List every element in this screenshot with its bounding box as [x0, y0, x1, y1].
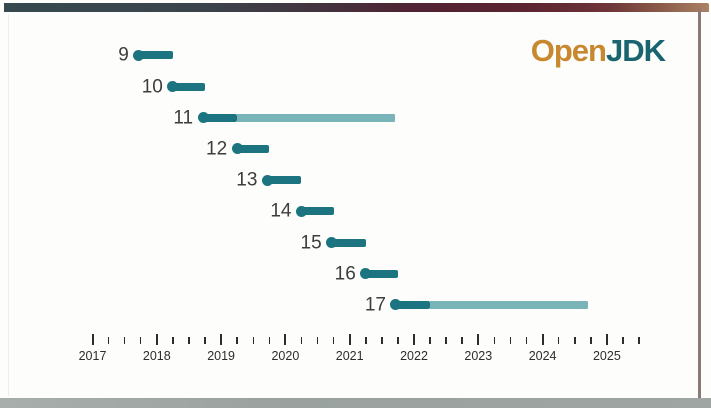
- axis-tick-major: [541, 334, 544, 345]
- active-support-bar: [303, 207, 334, 216]
- release-dot: [133, 49, 145, 61]
- axis-tick-minor: [123, 337, 126, 344]
- extended-support-bar: [237, 113, 395, 122]
- version-label: 16: [334, 263, 356, 285]
- axis-tick-major: [220, 334, 223, 345]
- axis-tick-minor: [188, 337, 190, 344]
- active-support-bar: [140, 51, 173, 60]
- axis-tick-minor: [445, 337, 447, 344]
- axis-tick-minor: [332, 337, 335, 344]
- version-label: 10: [141, 76, 163, 97]
- version-label: 13: [236, 169, 258, 191]
- axis-tick-major: [605, 334, 608, 345]
- axis-tick-major: [477, 334, 480, 345]
- active-support-bar: [269, 176, 302, 185]
- axis-year-label: 2021: [335, 349, 364, 363]
- axis-tick-minor: [252, 337, 254, 344]
- release-dot: [295, 205, 307, 217]
- axis-tick-minor: [365, 337, 367, 344]
- axis-year-label: 2017: [78, 349, 107, 363]
- axis-year-label: 2019: [207, 349, 235, 363]
- active-support-bar: [397, 300, 431, 309]
- active-support-bar: [205, 113, 238, 122]
- frame-right-border: [698, 9, 701, 399]
- axis-year-label: 2025: [592, 349, 621, 363]
- axis-tick-minor: [525, 337, 528, 344]
- release-dot: [261, 174, 273, 186]
- axis-tick-major: [413, 334, 415, 345]
- frame-top-border: [4, 3, 709, 12]
- axis-tick-minor: [236, 337, 238, 344]
- frame-bottom-border: [0, 398, 711, 408]
- axis-tick-minor: [622, 337, 624, 344]
- axis-year-label: 2020: [271, 349, 300, 363]
- active-support-bar: [174, 82, 206, 91]
- release-dot: [326, 237, 338, 248]
- axis-tick-major: [91, 334, 94, 345]
- axis-tick-minor: [493, 337, 496, 344]
- axis-tick-minor: [638, 337, 640, 344]
- axis-tick-major: [348, 334, 351, 345]
- version-label: 11: [173, 107, 194, 129]
- axis-tick-minor: [300, 337, 303, 344]
- axis-tick-minor: [316, 337, 319, 344]
- version-label: 14: [270, 200, 292, 222]
- extended-support-bar: [430, 300, 588, 309]
- active-support-bar: [239, 144, 270, 153]
- openjdk-logo-jdk-text: JDK: [605, 33, 666, 68]
- axis-tick-minor: [557, 337, 560, 344]
- slide-left-edge: [8, 14, 9, 396]
- axis-tick-minor: [172, 337, 174, 344]
- axis-tick-major: [284, 334, 287, 345]
- release-dot: [360, 268, 372, 280]
- axis-tick-minor: [429, 337, 431, 344]
- release-dot: [197, 112, 209, 124]
- axis-year-label: 2022: [400, 349, 428, 363]
- axis-tick-minor: [107, 337, 110, 344]
- openjdk-logo-open-text: Open: [530, 33, 607, 68]
- openjdk-logo: OpenJDK: [530, 33, 666, 69]
- active-support-bar: [333, 238, 366, 247]
- axis-year-label: 2024: [528, 349, 557, 363]
- axis-tick-minor: [590, 337, 592, 344]
- axis-tick-minor: [574, 337, 576, 344]
- release-dot: [390, 299, 402, 311]
- axis-tick-minor: [397, 337, 399, 344]
- release-dot: [167, 81, 179, 92]
- axis-tick-minor: [381, 337, 383, 344]
- active-support-bar: [367, 269, 398, 278]
- axis-year-label: 2023: [464, 349, 493, 363]
- version-label: 17: [364, 294, 386, 316]
- version-label: 15: [300, 232, 322, 253]
- axis-tick-minor: [204, 337, 206, 344]
- axis-tick-minor: [461, 337, 463, 344]
- axis-year-label: 2018: [142, 349, 171, 363]
- release-dot: [231, 143, 243, 155]
- version-label: 9: [118, 44, 129, 66]
- axis-tick-minor: [139, 337, 142, 344]
- version-label: 12: [206, 138, 228, 160]
- axis-tick-minor: [268, 337, 271, 344]
- axis-tick-major: [155, 334, 158, 345]
- axis-tick-minor: [509, 337, 512, 344]
